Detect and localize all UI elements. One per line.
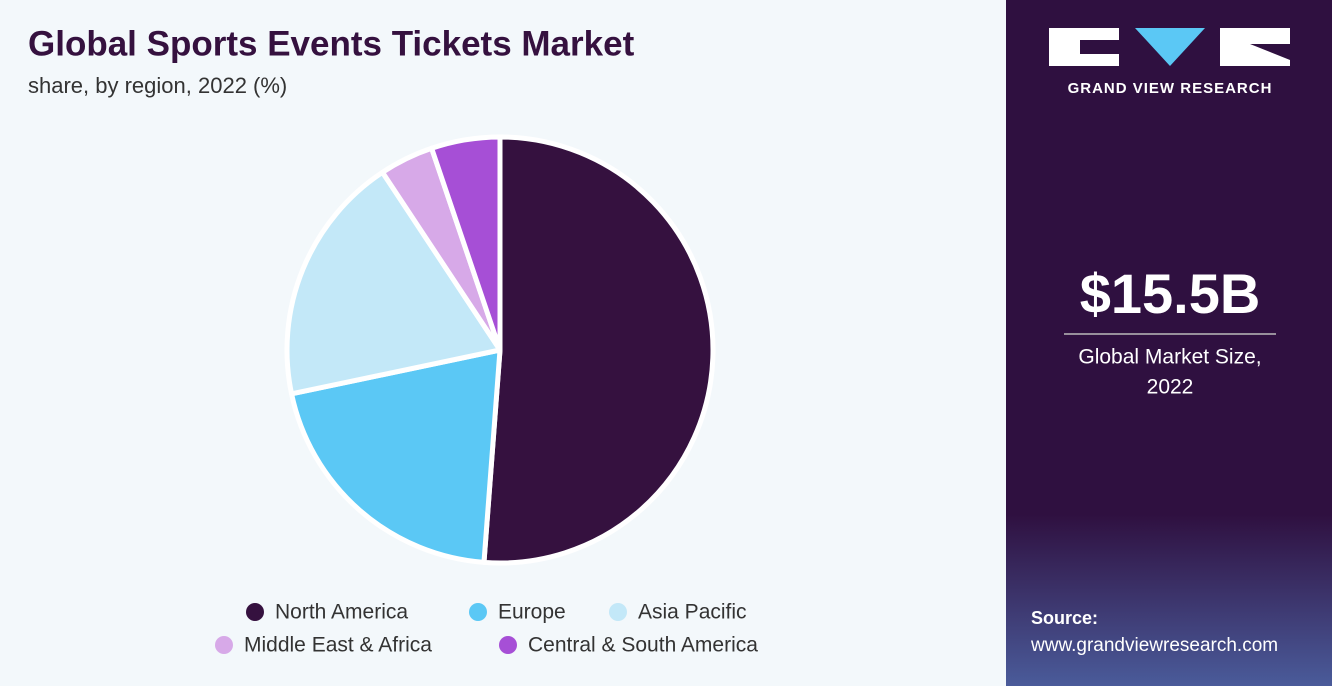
logo-cut <box>1250 44 1290 60</box>
chart-subtitle: share, by region, 2022 (%) <box>28 73 287 98</box>
legend-label: Middle East & Africa <box>244 634 432 657</box>
sidebar <box>1006 0 1332 686</box>
chart-title: Global Sports Events Tickets Market <box>28 24 635 63</box>
logo-triangle <box>1135 28 1205 66</box>
market-size-label: 2022 <box>1147 376 1194 399</box>
legend-swatch <box>499 636 517 654</box>
legend-label: Central & South America <box>528 634 758 657</box>
logo <box>1049 28 1290 66</box>
source-url: www.grandviewresearch.com <box>1030 635 1278 656</box>
pie-slice <box>429 134 503 353</box>
legend-swatch <box>469 603 487 621</box>
legend-label: Asia Pacific <box>638 601 747 624</box>
legend-label: Europe <box>498 601 566 624</box>
legend-swatch <box>609 603 627 621</box>
market-size-label: Global Market Size, <box>1078 346 1261 369</box>
pie-slice <box>289 347 503 565</box>
market-size: $15.5B <box>1080 262 1261 325</box>
pie-slice <box>284 169 503 397</box>
brand: GRAND VIEW RESEARCH <box>1068 80 1273 97</box>
source-label: Source: <box>1031 608 1098 628</box>
legend-swatch <box>246 603 264 621</box>
logo-cut <box>1080 40 1119 54</box>
legend-label: North America <box>275 601 408 624</box>
legend-swatch <box>215 636 233 654</box>
legend: North America Europe Asia Pacific Middle Ea… <box>215 601 758 657</box>
pie <box>284 134 716 566</box>
pie-slice <box>481 134 716 566</box>
